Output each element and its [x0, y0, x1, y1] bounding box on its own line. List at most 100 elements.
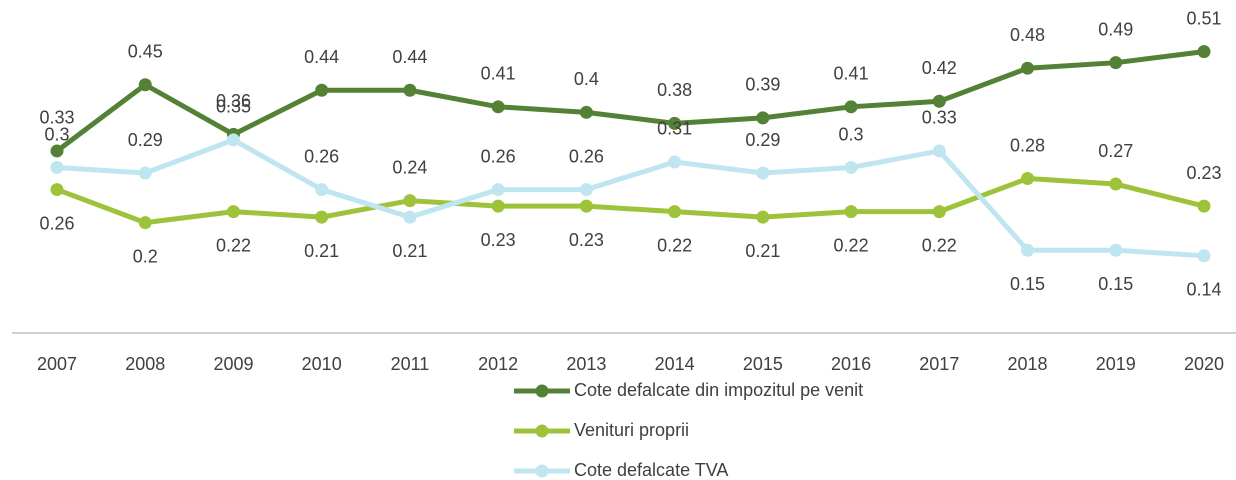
data-label: 0.23: [569, 230, 604, 250]
x-tick-label: 2011: [391, 354, 430, 374]
data-label: 0.22: [216, 235, 251, 255]
series-line: [56, 137, 1205, 259]
data-point: [226, 205, 240, 219]
data-label: 0.22: [657, 235, 692, 255]
data-point: [315, 183, 329, 197]
x-tick-label: 2014: [655, 354, 695, 374]
data-label: 0.44: [304, 47, 339, 67]
data-point: [932, 144, 946, 158]
x-tick-label: 2013: [566, 354, 606, 374]
data-point: [844, 161, 858, 174]
data-label: 0.26: [569, 146, 604, 166]
data-label: 0.41: [834, 64, 869, 84]
data-label: 0.27: [1098, 141, 1133, 161]
data-label: 0.23: [1186, 163, 1221, 183]
data-point: [579, 105, 593, 119]
data-label: 0.21: [392, 241, 427, 261]
data-label: 0.45: [128, 42, 163, 62]
data-point: [1109, 177, 1123, 191]
data-label: 0.29: [128, 130, 163, 150]
data-point: [1109, 243, 1123, 257]
x-tick-label: 2007: [37, 354, 77, 374]
series-line: [56, 176, 1205, 226]
data-label: 0.28: [1010, 135, 1045, 155]
legend-label: Cote defalcate din impozitul pe venit: [574, 380, 863, 400]
data-label: 0.51: [1186, 8, 1221, 28]
data-label: 0.38: [657, 80, 692, 100]
data-label: 0.15: [1098, 274, 1133, 294]
x-tick-label: 2012: [478, 354, 518, 374]
data-point: [315, 83, 329, 97]
data-point: [403, 210, 417, 224]
legend-marker: [535, 464, 549, 478]
data-point: [844, 205, 858, 219]
data-point: [138, 78, 152, 92]
x-tick-label: 2010: [302, 354, 342, 374]
data-label: 0.33: [922, 108, 957, 128]
data-point: [756, 210, 770, 224]
data-point: [315, 210, 329, 224]
data-point: [491, 199, 505, 213]
x-tick-label: 2009: [213, 354, 253, 374]
data-label: 0.35: [216, 97, 251, 117]
legend-label: Cote defalcate TVA: [574, 460, 728, 480]
data-point: [844, 100, 858, 114]
data-label: 0.14: [1186, 280, 1221, 300]
data-point: [138, 216, 152, 230]
data-label: 0.31: [657, 119, 692, 139]
data-point: [1021, 243, 1035, 257]
data-label: 0.3: [839, 124, 864, 144]
data-point: [50, 161, 64, 174]
data-point: [756, 166, 770, 180]
data-label: 0.3: [44, 124, 69, 144]
data-label: 0.33: [39, 108, 74, 128]
data-point: [579, 199, 593, 213]
data-label: 0.22: [834, 235, 869, 255]
legend-marker: [535, 384, 549, 398]
data-point: [50, 144, 64, 158]
data-label: 0.26: [304, 146, 339, 166]
data-label: 0.15: [1010, 274, 1045, 294]
x-tick-label: 2020: [1184, 354, 1224, 374]
data-point: [932, 205, 946, 219]
data-point: [1021, 172, 1035, 186]
data-label: 0.2: [133, 246, 158, 266]
x-tick-label: 2008: [125, 354, 165, 374]
series-line: [55, 49, 1205, 153]
data-label: 0.39: [745, 75, 780, 95]
data-label: 0.21: [304, 241, 339, 261]
data-label: 0.49: [1098, 19, 1133, 39]
data-point: [932, 94, 946, 108]
data-point: [1197, 199, 1211, 213]
data-point: [668, 155, 682, 169]
x-tick-label: 2015: [743, 354, 783, 374]
data-label: 0.42: [922, 58, 957, 78]
data-label: 0.26: [39, 213, 74, 233]
data-label: 0.26: [481, 146, 516, 166]
x-tick-label: 2018: [1008, 354, 1048, 374]
legend-marker: [535, 424, 549, 438]
data-point: [579, 183, 593, 197]
data-point: [668, 205, 682, 219]
x-tick-label: 2016: [831, 354, 871, 374]
data-label: 0.22: [922, 235, 957, 255]
data-label: 0.24: [392, 157, 427, 177]
data-point: [756, 111, 770, 125]
data-point: [226, 133, 240, 147]
data-point: [138, 166, 152, 180]
data-point: [491, 100, 505, 114]
data-point: [403, 83, 417, 97]
data-label: 0.29: [745, 130, 780, 150]
legend-label: Venituri proprii: [574, 420, 689, 440]
data-label: 0.4: [574, 69, 599, 89]
data-point: [1109, 56, 1123, 70]
data-label: 0.41: [481, 64, 516, 84]
data-point: [1021, 61, 1035, 75]
data-label: 0.36: [216, 91, 251, 111]
data-label: 0.21: [745, 241, 780, 261]
data-point: [1197, 45, 1211, 59]
data-point: [668, 116, 682, 130]
data-label: 0.48: [1010, 25, 1045, 45]
data-label: 0.44: [392, 47, 427, 67]
